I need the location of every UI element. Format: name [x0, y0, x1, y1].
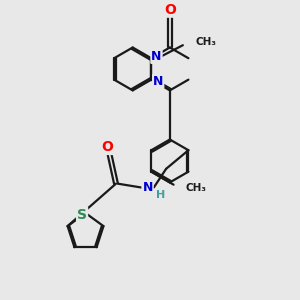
Text: N: N [151, 50, 162, 63]
Text: O: O [164, 3, 176, 17]
Text: S: S [77, 208, 87, 222]
Text: H: H [156, 190, 165, 200]
Text: CH₃: CH₃ [196, 38, 217, 47]
Text: CH₃: CH₃ [186, 183, 207, 193]
Text: O: O [102, 140, 113, 154]
Text: N: N [142, 181, 153, 194]
Text: N: N [153, 75, 164, 88]
